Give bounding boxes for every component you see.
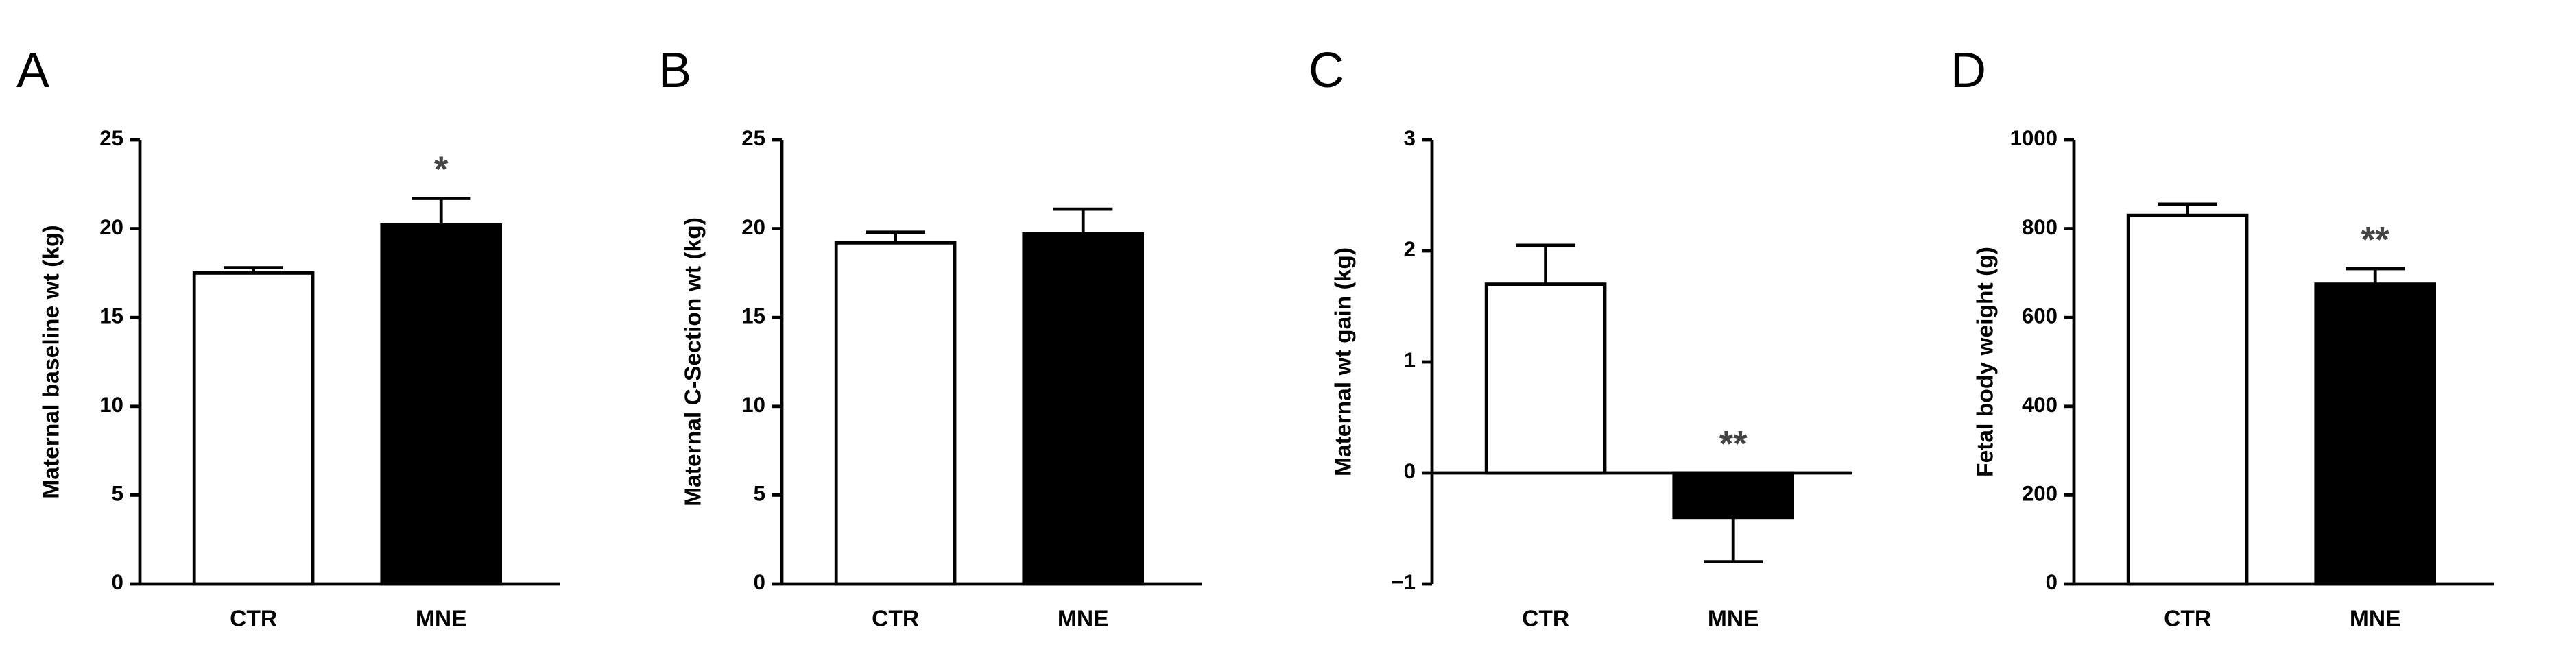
- significance-mark: *: [434, 149, 449, 190]
- x-tick-label: CTR: [872, 607, 919, 632]
- y-tick-label: 20: [741, 215, 765, 239]
- y-tick-label: 15: [741, 304, 765, 328]
- significance-mark: **: [2361, 219, 2390, 260]
- bar: [2314, 282, 2436, 586]
- x-tick-label: CTR: [1522, 607, 1569, 632]
- y-axis-label: Maternal C-Section wt (kg): [681, 217, 706, 507]
- y-tick-label: 10: [99, 393, 123, 417]
- y-tick-label: 10: [741, 393, 765, 417]
- y-tick-label: 400: [2022, 393, 2058, 417]
- y-tick-label: 0: [112, 570, 123, 594]
- bar: [1672, 471, 1794, 520]
- y-tick-label: 5: [754, 482, 765, 506]
- y-tick-label: 0: [754, 570, 765, 594]
- bar: [1484, 282, 1607, 475]
- x-tick-label: CTR: [2164, 607, 2211, 632]
- y-tick-label: 5: [112, 482, 123, 506]
- x-tick-label: MNE: [416, 607, 467, 632]
- x-tick-label: MNE: [1708, 607, 1759, 632]
- panel-label: C: [1309, 43, 1344, 98]
- y-tick-label: 2: [1404, 237, 1416, 261]
- bar: [192, 271, 315, 586]
- y-tick-label: 200: [2022, 482, 2058, 506]
- y-tick-label: −1: [1391, 570, 1416, 594]
- y-tick-label: 15: [99, 304, 123, 328]
- panel-label: B: [658, 43, 691, 98]
- bar: [1022, 232, 1144, 586]
- bar: [2126, 213, 2249, 586]
- y-axis-label: Fetal body weight (g): [1973, 247, 1999, 477]
- y-tick-label: 3: [1404, 126, 1416, 150]
- x-tick-label: MNE: [1058, 607, 1109, 632]
- y-tick-label: 1000: [2010, 126, 2058, 150]
- panel-label: A: [16, 43, 49, 98]
- panel-label: D: [1951, 43, 1986, 98]
- y-tick-label: 25: [741, 126, 765, 150]
- y-axis-label: Maternal wt gain (kg): [1331, 247, 1357, 476]
- y-tick-label: 25: [99, 126, 123, 150]
- x-tick-label: MNE: [2350, 607, 2401, 632]
- y-tick-label: 20: [99, 215, 123, 239]
- significance-mark: **: [1719, 424, 1748, 465]
- y-tick-label: 800: [2022, 215, 2058, 239]
- y-tick-label: 0: [1404, 459, 1416, 483]
- bar: [380, 223, 502, 586]
- x-tick-label: CTR: [230, 607, 277, 632]
- y-tick-label: 0: [2046, 570, 2058, 594]
- y-axis-label: Maternal baseline wt (kg): [39, 225, 64, 498]
- y-tick-label: 600: [2022, 304, 2058, 328]
- bar: [834, 241, 957, 586]
- y-tick-label: 1: [1404, 348, 1416, 372]
